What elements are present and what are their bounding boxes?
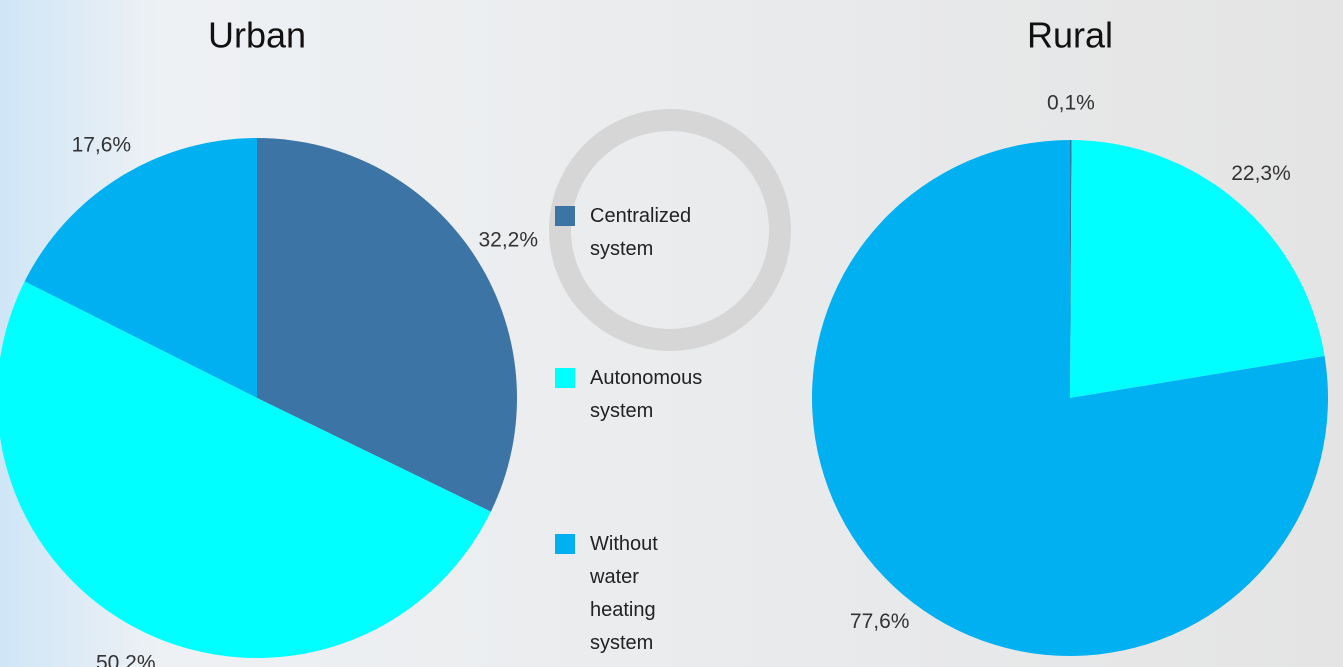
legend-label: Without water heating system — [590, 533, 658, 654]
data-label: 22,3% — [1231, 162, 1291, 185]
data-label: 0,1% — [1047, 91, 1095, 114]
pie-slice — [257, 138, 517, 512]
pie-slice — [1070, 140, 1325, 398]
pie-slice — [812, 140, 1328, 657]
chart-title: Urban — [208, 15, 306, 56]
legend-label: Centralized system — [590, 205, 692, 260]
data-label: 17,6% — [72, 133, 132, 156]
data-label: 32,2% — [478, 228, 538, 251]
chart-title: Rural — [1027, 15, 1113, 56]
pie-slice — [24, 138, 258, 398]
data-label: 77,6% — [850, 610, 910, 633]
legend-swatch — [555, 368, 575, 388]
legend-label: Autonomous system — [590, 367, 703, 422]
pie-slice — [0, 281, 491, 659]
legend-swatch — [555, 206, 575, 226]
pie-slice — [1070, 140, 1072, 398]
watermark — [549, 109, 791, 351]
data-label: 50,2% — [96, 651, 156, 667]
legend-swatch — [555, 534, 575, 554]
